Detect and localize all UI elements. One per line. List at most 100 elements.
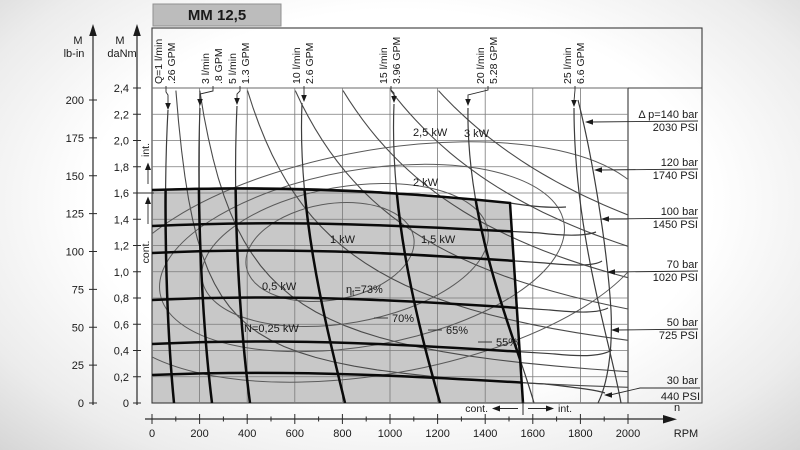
page-title: MM 12,5 [188, 7, 246, 24]
x-axis-arrow [663, 415, 677, 424]
danm-tick-label: 0,8 [114, 293, 129, 305]
power-labels: N=0,25 kW 0,5 kW 1 kW 1,5 kW 2 kW 2,5 kW… [244, 127, 490, 335]
y-axis-danm-ticks: 0 0,2 0,4 0,6 0,8 1,0 1,2 1,4 1,6 1,8 2,0 2,2 2,4 [114, 83, 141, 410]
flow-leader-lines [165, 86, 576, 104]
y-axis-danm-symbol: M [115, 35, 124, 47]
danm-tick-label: 1,2 [114, 241, 129, 253]
flow-label-5-gpm: 1.3 GPM [240, 43, 252, 84]
y-axis-lbin-unit: lb-in [64, 48, 85, 60]
efficiency-contour-55 [152, 141, 628, 383]
flow-arrow [165, 103, 171, 110]
flow-label-5: 5 l/min [227, 53, 239, 84]
continuous-limit-boundary [151, 187, 525, 404]
lbin-tick-label: 100 [66, 247, 84, 259]
pressure-labels: Δ p=140 bar 2030 PSI 120 bar 1740 PSI 10… [585, 109, 700, 403]
flow-label-25: 25 l/min [562, 47, 574, 84]
pressure-label-50-psi: 725 PSI [659, 330, 698, 342]
axis-cont-label: cont. [140, 241, 152, 264]
x-tick-label: 800 [333, 428, 351, 440]
danm-tick-label: 0,4 [114, 346, 129, 358]
lbin-tick-label: 200 [66, 95, 84, 107]
flow-label-20: 20 l/min [475, 47, 487, 84]
power-curve-2 [342, 90, 628, 279]
power-label-05: 0,5 kW [262, 281, 297, 293]
x-tick-label: 400 [238, 428, 256, 440]
danm-tick-label: 0,6 [114, 319, 129, 331]
x-axis-unit: RPM [674, 428, 698, 440]
pressure-arrow [611, 327, 619, 333]
pressure-arrow [594, 167, 602, 173]
lbin-tick-label: 50 [72, 322, 84, 334]
danm-tick-label: 2,4 [114, 83, 129, 95]
pressure-label-70: 70 bar [667, 259, 699, 271]
x-tick-label: 0 [149, 428, 155, 440]
efficiency-label-70: 70% [392, 313, 414, 325]
lbin-tick-label: 125 [66, 209, 84, 221]
chart-title: MM 12,5 [152, 3, 282, 27]
x-axis-symbol: n [674, 402, 680, 414]
danm-tick-label: 1,4 [114, 214, 129, 226]
efficiency-label-55: 55% [496, 337, 518, 349]
flow-arrow [234, 98, 240, 105]
y-axis-danm-arrow [133, 24, 141, 36]
max-speed-envelope-curve [577, 99, 612, 403]
cont-left-arrow [492, 405, 500, 412]
power-curve-0.5 [199, 90, 628, 373]
flow-labels: Q=1 l/min .26 GPM 3 l/min .8 GPM 5 l/min… [153, 37, 587, 110]
flow-label-3: 3 l/min [200, 53, 212, 84]
y-axis-lbin-ticks: 0 25 50 75 100 125 150 175 200 [66, 95, 97, 410]
x-tick-label: 1800 [568, 428, 592, 440]
y-axis-danm-unit: daNm [107, 48, 136, 60]
pressure-label-30: 30 bar [667, 375, 699, 387]
bottom-int-label: int. [558, 403, 572, 415]
power-label-2: 2 kW [413, 177, 439, 189]
bottom-cont-label: cont. [465, 403, 488, 415]
pressure-arrowheads [585, 119, 619, 398]
flow-label-10-gpm: 2.6 GPM [304, 43, 316, 84]
flow-arrow [465, 99, 471, 106]
flow-arrow [197, 99, 203, 106]
pressure-label-50: 50 bar [667, 317, 699, 329]
danm-tick-label: 1,6 [114, 188, 129, 200]
x-axis-ticks: 0 200 400 600 800 1000 1200 1400 1600 1800 2000 [149, 414, 640, 440]
power-curves [175, 90, 628, 388]
pressure-label-140: Δ p=140 bar [638, 109, 698, 121]
y-axis-lbin-arrow [89, 24, 97, 36]
x-tick-label: 2000 [616, 428, 640, 440]
flow-label-25-gpm: 6.6 GPM [575, 43, 587, 84]
danm-tick-label: 1,8 [114, 162, 129, 174]
torque-range-annotation: int. cont. [140, 143, 154, 263]
int-up-arrow [145, 162, 151, 170]
flow-label-10: 10 l/min [291, 47, 303, 84]
speed-range-annotation: cont. int. [465, 401, 572, 415]
danm-tick-label: 1,0 [114, 267, 129, 279]
pressure-leader-lines [590, 120, 700, 396]
power-label-25: 2,5 kW [413, 127, 448, 139]
power-label-15: 1,5 kW [421, 234, 456, 246]
power-curve-1.5 [294, 90, 628, 310]
flow-arrow [391, 96, 397, 103]
danm-tick-label: 0,2 [114, 372, 129, 384]
efficiency-labels: ηt=73% 70% 65% 55% [346, 284, 518, 349]
lbin-tick-label: 175 [66, 133, 84, 145]
lbin-tick-label: 0 [78, 398, 84, 410]
x-tick-label: 200 [190, 428, 208, 440]
x-tick-label: 1000 [378, 428, 402, 440]
x-axis: 0 200 400 600 800 1000 1200 1400 1600 1800 2000 n … [145, 402, 698, 440]
pressure-label-30-psi: 440 PSI [661, 391, 700, 403]
x-tick-label: 1400 [473, 428, 497, 440]
flow-label-15-gpm: 3.96 GPM [391, 37, 403, 84]
x-tick-label: 1600 [521, 428, 545, 440]
flow-arrowheads [165, 95, 577, 110]
lbin-tick-label: 75 [72, 284, 84, 296]
pressure-arrow [607, 269, 615, 275]
pressure-label-70-psi: 1020 PSI [653, 272, 698, 284]
pressure-arrow [604, 392, 612, 398]
power-curve-2.5 [390, 90, 628, 247]
danm-tick-label: 0 [123, 398, 129, 410]
pressure-label-140-psi: 2030 PSI [653, 122, 698, 134]
int-right-arrow [546, 405, 554, 412]
danm-tick-label: 2,0 [114, 136, 129, 148]
